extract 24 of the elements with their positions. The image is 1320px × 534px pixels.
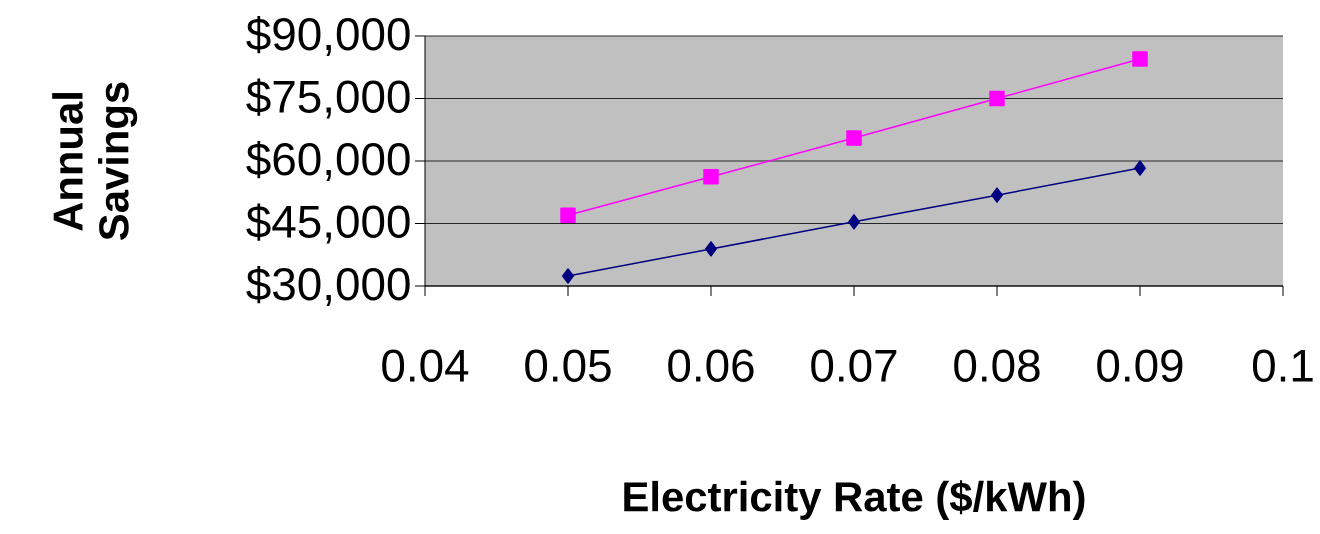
x-axis-title: Electricity Rate ($/kWh) bbox=[624, 480, 1085, 520]
x-tick-label: 0.1 bbox=[1252, 349, 1313, 382]
x-tick-label: 0.04 bbox=[382, 349, 469, 382]
y-tick-label: $30,000 bbox=[246, 266, 410, 306]
y-tick-label: $75,000 bbox=[246, 78, 410, 119]
point bbox=[846, 130, 862, 146]
x-tick-label: 0.07 bbox=[811, 349, 897, 382]
y-tick-label: $45,000 bbox=[246, 203, 410, 244]
point bbox=[848, 214, 860, 230]
point bbox=[1132, 51, 1148, 67]
point bbox=[991, 187, 1003, 203]
point bbox=[562, 268, 574, 284]
point bbox=[560, 207, 576, 223]
x-tick-label: 0.08 bbox=[954, 349, 1040, 382]
y-axis-title: Annual Savings bbox=[52, 82, 138, 241]
x-tick-label: 0.09 bbox=[1097, 349, 1183, 382]
point bbox=[705, 241, 717, 257]
point bbox=[703, 169, 719, 185]
y-tick-label: $90,000 bbox=[246, 16, 410, 56]
x-tick-label: 0.06 bbox=[668, 349, 754, 382]
point bbox=[1134, 160, 1146, 176]
point bbox=[989, 90, 1005, 107]
x-tick-label: 0.05 bbox=[525, 349, 611, 382]
y-tick-label: $60,000 bbox=[246, 141, 410, 181]
